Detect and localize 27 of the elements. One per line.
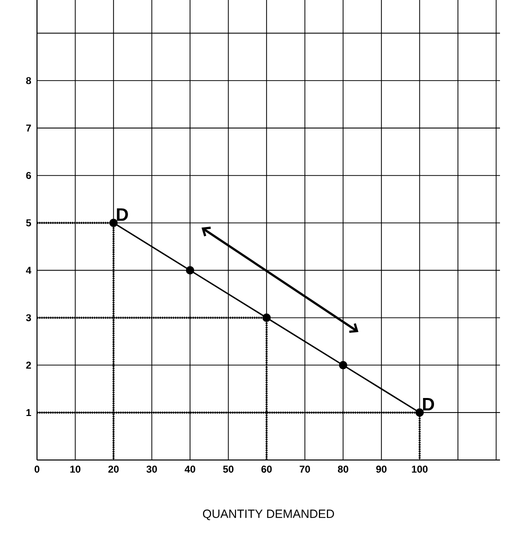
point [262,314,271,322]
x-tick-label: 60 [261,466,272,473]
y-tick-label: 2 [26,362,31,369]
x-tick-label: 40 [184,466,196,473]
x-tick-label: 100 [412,466,428,473]
x-tick-label: 20 [108,466,119,473]
point [415,408,424,417]
y-tick-label: 8 [26,77,32,84]
y-tick-label: 1 [26,409,32,416]
x-tick-label: 30 [146,466,157,473]
y-tick-label: 7 [26,124,31,132]
x-tick-label: 80 [338,466,348,473]
x-axis-title: QUANTITY DEMANDED [202,510,334,520]
point [338,360,348,370]
x-tick-label: 10 [70,466,80,473]
y-tick-label: 3 [26,314,31,322]
x-tick-label: 70 [300,466,310,473]
x-tick-label: 90 [376,466,387,473]
point [109,218,118,228]
annotation: D [423,398,434,410]
y-tick-label: 5 [26,219,32,226]
x-tick-label: 50 [223,466,234,473]
y-tick-label: 6 [26,172,31,179]
point [186,266,194,274]
x-tick-label: 0 [34,466,40,473]
y-tick-label: 4 [26,266,32,274]
annotation: D [116,208,128,221]
